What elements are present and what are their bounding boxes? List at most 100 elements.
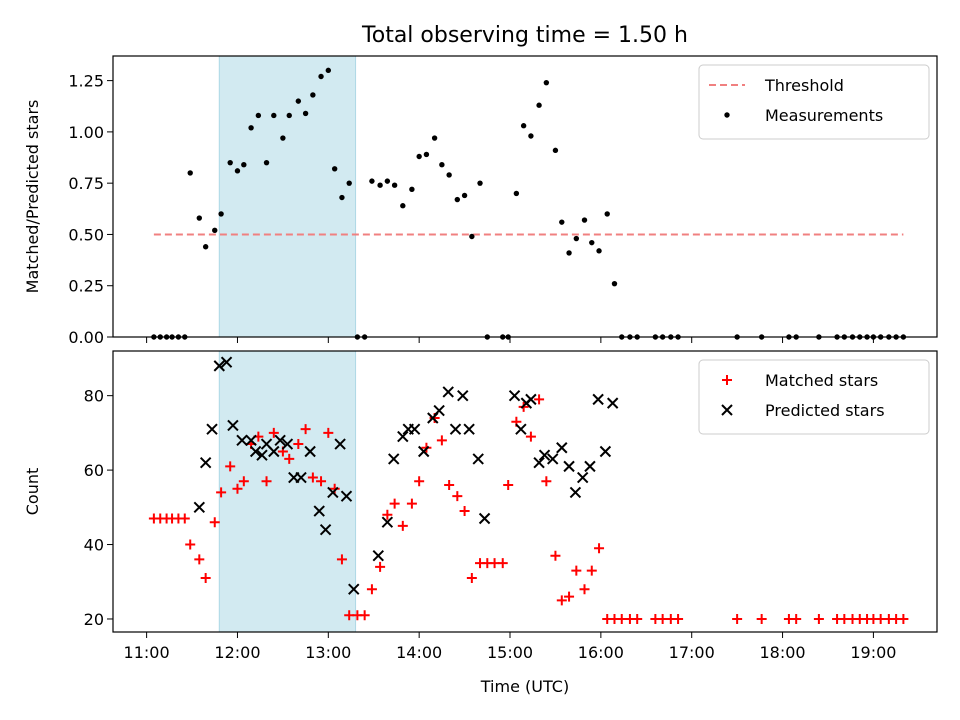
measurement-point (202, 244, 209, 250)
measurement-point (187, 170, 193, 176)
predicted-point (199, 456, 212, 469)
matched-point (300, 424, 311, 435)
measurement-point (543, 79, 550, 86)
matched-point (466, 573, 477, 584)
predicted-point (227, 419, 239, 432)
measurement-point (255, 112, 262, 119)
predicted-point (381, 516, 394, 528)
measurement-point (227, 159, 233, 166)
matched-point (791, 613, 802, 624)
measurement-point (581, 217, 588, 223)
measurement-point (196, 215, 203, 221)
matched-point (366, 584, 377, 595)
legend-predicted-handle (721, 404, 733, 416)
y-tick-label: 0.00 (68, 328, 104, 347)
predicted-point (576, 471, 589, 484)
matched-point (813, 613, 824, 624)
predicted-point (599, 445, 612, 458)
matched-point (293, 439, 304, 450)
x-tick-label: 13:00 (305, 643, 351, 662)
predicted-point (449, 423, 462, 435)
ratio-panel: 0.00 0.25 0.50 0.75 1.00 1.25 Matched/Predicte… (23, 55, 938, 347)
predicted-point (606, 397, 619, 409)
matched-point (594, 543, 605, 554)
matched-point (534, 394, 545, 405)
predicted-point (442, 386, 454, 398)
predicted-point (515, 423, 527, 435)
predicted-point (408, 423, 421, 435)
measurement-point (331, 166, 338, 172)
y-tick-label: 0.75 (68, 174, 104, 193)
predicted-point (220, 356, 233, 368)
predicted-point (249, 445, 262, 458)
predicted-point (327, 486, 339, 499)
predicted-point (592, 393, 604, 406)
predicted-point (268, 445, 280, 458)
measurement-point (212, 227, 218, 234)
matched-point (336, 554, 347, 565)
predicted-point (547, 453, 559, 465)
y-axis-label: Count (23, 468, 42, 516)
legend-box (698, 64, 930, 140)
matched-point (359, 610, 370, 621)
measurement-point (416, 153, 422, 160)
x-tick-label: 18:00 (760, 643, 806, 662)
measurement-point (295, 98, 302, 104)
measurement-point (271, 112, 277, 119)
legend-label: Measurements (765, 106, 883, 125)
x-tick-label: 15:00 (487, 643, 533, 662)
predicted-point (397, 430, 409, 443)
matched-point (756, 613, 767, 624)
measurement-point (566, 250, 572, 256)
measurement-point (573, 235, 580, 242)
y-axis-label: Matched/Predicted stars (23, 100, 42, 294)
y-tick-label: 40 (84, 536, 104, 555)
predicted-point (388, 453, 400, 465)
predicted-point (433, 404, 445, 417)
measurement-point (513, 190, 520, 197)
measurement-point (589, 239, 595, 246)
matched-point (232, 483, 243, 494)
matched-point (216, 487, 227, 498)
legend-box (698, 359, 930, 435)
legend-label: Predicted stars (765, 401, 885, 420)
measurement-point (325, 67, 332, 74)
matched-point (732, 613, 743, 624)
matched-point (632, 613, 643, 624)
y-tick-label: 80 (84, 387, 104, 406)
predicted-point (508, 389, 521, 402)
measurement-point (559, 219, 565, 225)
measurement-point (461, 192, 468, 199)
predicted-point (472, 453, 484, 465)
matched-point (497, 558, 508, 569)
measurement-point (611, 280, 618, 287)
measurement-point (310, 92, 316, 98)
measurement-point (248, 125, 254, 131)
matched-point (571, 565, 582, 576)
measurement-point (263, 159, 270, 166)
measurement-point (596, 248, 602, 254)
matched-point (436, 435, 447, 446)
matched-point (185, 539, 196, 550)
matched-point (382, 509, 393, 520)
y-tick-label: 1.25 (68, 72, 104, 91)
x-tick-label: 11:00 (124, 643, 170, 662)
predicted-point (563, 460, 575, 473)
measurement-point (302, 110, 309, 117)
measurement-point (218, 211, 224, 217)
y-tick-label: 20 (84, 610, 104, 629)
measurement-point (423, 151, 430, 158)
measurement-point (477, 180, 483, 186)
matched-point (541, 476, 552, 487)
measurement-point (431, 135, 438, 141)
measurement-point (604, 211, 610, 217)
predicted-point (478, 512, 491, 525)
matched-point (414, 476, 425, 487)
series-predicted-stars (193, 356, 619, 595)
matched-point (397, 520, 408, 531)
matched-point (316, 476, 327, 487)
predicted-point (556, 442, 568, 454)
legend-label: Matched stars (765, 371, 878, 390)
matched-point (389, 498, 400, 509)
measurement-point (234, 168, 241, 174)
